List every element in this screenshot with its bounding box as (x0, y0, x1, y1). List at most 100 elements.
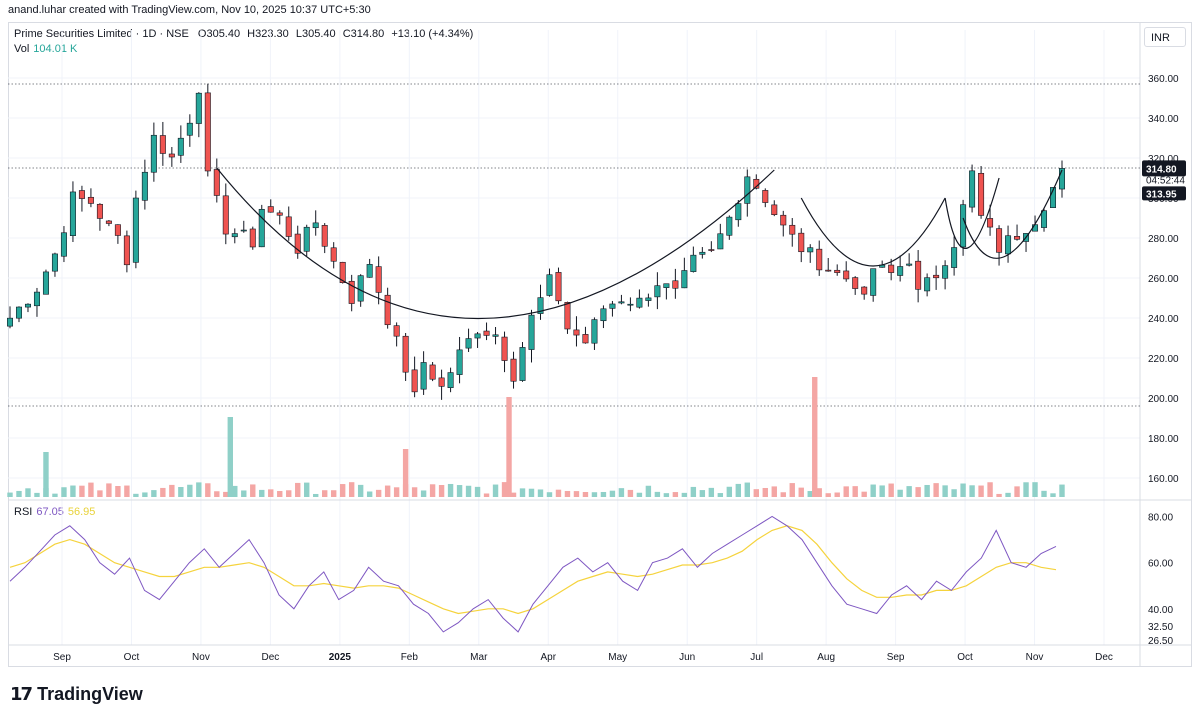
candle-body (186, 122, 193, 136)
volume-bar (1014, 486, 1020, 497)
candle-body (546, 274, 553, 296)
volume-bar (825, 493, 831, 497)
volume-bar (501, 482, 508, 497)
candle-body (96, 203, 103, 219)
price-tick-label: 220.00 (1148, 354, 1179, 365)
volume-bar (933, 483, 939, 497)
candle-body (627, 303, 634, 306)
volume-bar (654, 491, 661, 497)
candle-body (573, 329, 580, 336)
price-tick-label: 320.00 (1148, 154, 1179, 165)
candle-body (897, 266, 904, 276)
candle-body (177, 137, 184, 156)
volume-bar (447, 483, 454, 497)
rsi-tick-label: 26.50 (1148, 636, 1173, 647)
prev-price-badge (1142, 186, 1186, 201)
time-tick-label: Jul (750, 652, 763, 663)
cup-curve-2 (800, 197, 946, 267)
candle-body (564, 302, 571, 330)
candle-body (771, 204, 778, 216)
volume-bar (546, 492, 553, 497)
volume-bar (564, 490, 571, 497)
volume-bar (25, 488, 31, 497)
volume-legend[interactable]: Vol 104.01 K (14, 43, 77, 55)
close-label: C (342, 28, 351, 40)
volume-bar (205, 483, 211, 497)
volume-bar (528, 488, 535, 497)
candle-body (231, 233, 238, 238)
price-tick-label: 280.00 (1148, 234, 1179, 245)
candle-body (402, 335, 409, 373)
currency-button[interactable]: INR (1144, 27, 1186, 47)
volume-bar (492, 484, 499, 497)
volume-bar (771, 486, 777, 497)
candle-body (420, 362, 427, 390)
candle-body (339, 261, 346, 284)
volume-bar (196, 482, 202, 497)
volume-bar (888, 483, 894, 497)
volume-bar (187, 484, 193, 497)
candle-body (960, 204, 967, 248)
volume-bar (339, 484, 346, 497)
countdown-label: 04:52:44 (1146, 175, 1185, 186)
open-label: O (197, 28, 207, 40)
candle-body (411, 369, 418, 393)
volume-bar (573, 491, 580, 497)
volume-bar (214, 491, 220, 497)
volume-bar (537, 489, 544, 497)
price-tick-label: 160.00 (1148, 474, 1179, 485)
volume-spike-bar (227, 417, 233, 497)
candle-body (924, 277, 931, 292)
volume-bar (870, 484, 876, 497)
candle-body (717, 233, 724, 250)
volume-bar (987, 482, 993, 497)
candle-body (447, 372, 454, 388)
last-price-label: 314.80 (1146, 164, 1177, 175)
candle-body (987, 218, 994, 228)
rsi-ma-line (9, 525, 1057, 615)
cup-curve-1 (216, 167, 775, 320)
candle-body (609, 303, 616, 309)
candle-body (42, 271, 49, 295)
tradingview-logo[interactable]: 17 TradingView (10, 684, 143, 705)
candle-body (258, 208, 265, 248)
volume-bar (879, 485, 885, 497)
symbol-name[interactable]: Prime Securities Limited · 1D · NSE (14, 28, 189, 40)
volume-bar (474, 486, 481, 497)
volume-bar (313, 493, 319, 497)
rsi-legend[interactable]: RSI 67.05 56.95 (14, 506, 95, 518)
volume-bar (151, 490, 157, 497)
candle-body (366, 264, 373, 278)
volume-bar (555, 489, 562, 497)
high-label: H (247, 28, 256, 40)
volume-bar (924, 484, 930, 497)
candle-body (348, 280, 355, 304)
volume-bar (411, 487, 418, 497)
volume-bar (124, 485, 130, 497)
candle-body (591, 319, 598, 344)
volume-bar (97, 490, 103, 497)
candle-body (114, 224, 121, 236)
low-value: 305.40 (301, 28, 336, 40)
time-tick-label: May (608, 652, 627, 663)
time-tick-label: Oct (124, 652, 140, 663)
price-tick-label: 360.00 (1148, 74, 1179, 85)
time-tick-label: Apr (540, 652, 556, 663)
volume-bar (169, 484, 175, 497)
candle-body (303, 226, 310, 252)
volume-bar (178, 487, 184, 497)
volume-bar (52, 493, 58, 497)
candle-body (519, 347, 526, 381)
volume-bar (852, 486, 858, 497)
candle-body (78, 190, 85, 199)
close-value: 314.80 (350, 28, 385, 40)
time-tick-label: Feb (401, 652, 419, 663)
candle-body (384, 294, 391, 326)
volume-bar (160, 487, 166, 497)
symbol-legend[interactable]: Prime Securities Limited · 1D · NSE O 305… (14, 28, 473, 40)
candle-body (213, 169, 220, 196)
candle-body (159, 135, 166, 154)
candle-body (645, 297, 652, 301)
volume-bar (510, 492, 517, 497)
